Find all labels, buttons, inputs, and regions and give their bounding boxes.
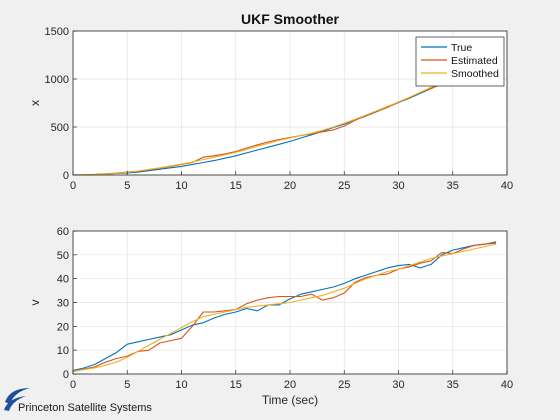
- legend-label: Estimated: [451, 55, 498, 67]
- y-tick-label: 30: [57, 298, 69, 310]
- chart-title: UKF Smoother: [241, 11, 340, 27]
- x-tick-label: 30: [392, 379, 404, 391]
- y-tick-label: 1000: [45, 74, 69, 86]
- series-group: [72, 56, 497, 176]
- x-tick-label: 40: [501, 180, 513, 192]
- x-tick-label: 0: [70, 180, 76, 192]
- x-tick-label: 10: [175, 379, 187, 391]
- swoosh-logo-icon: [4, 388, 30, 411]
- position-axes: 0 5 10 15 20 25 30 35 40 0 500 1000 1500 UKF Smoothe…: [28, 11, 513, 192]
- series-line-true: [72, 242, 497, 371]
- y-tick-label: 20: [57, 321, 69, 333]
- x-tick-label: 30: [392, 180, 404, 192]
- tick-labels: 0 5 10 15 20 25 30 35 40 0 10 20 30 40 50 60: [57, 226, 513, 391]
- series-group: [72, 241, 497, 373]
- y-tick-label: 50: [57, 250, 69, 262]
- y-axis-label: v: [28, 300, 42, 306]
- x-tick-label: 5: [124, 180, 130, 192]
- legend-label: True: [451, 42, 472, 54]
- y-tick-label: 500: [51, 122, 69, 134]
- x-tick-label: 35: [447, 379, 459, 391]
- velocity-axes: 0 5 10 15 20 25 30 35 40 0 10 20 30 40 50 60 v Time (se…: [28, 226, 513, 407]
- brand-name: Princeton Satellite Systems: [18, 402, 152, 414]
- tick-labels: 0 5 10 15 20 25 30 35 40 0 500 1000 1500: [45, 26, 514, 192]
- y-tick-label: 40: [57, 274, 69, 286]
- series-line-smoothed: [72, 56, 497, 176]
- x-tick-label: 15: [230, 180, 242, 192]
- x-tick-label: 25: [338, 379, 350, 391]
- series-line-smoothed: [72, 243, 497, 373]
- x-tick-label: 25: [338, 180, 350, 192]
- x-tick-label: 20: [284, 180, 296, 192]
- x-tick-label: 0: [70, 379, 76, 391]
- y-axis-label: x: [28, 100, 42, 106]
- y-tick-label: 60: [57, 226, 69, 238]
- series-line-estimated: [72, 241, 497, 373]
- x-axis-label: Time (sec): [262, 393, 318, 407]
- x-tick-label: 40: [501, 379, 513, 391]
- x-tick-label: 15: [230, 379, 242, 391]
- x-tick-label: 20: [284, 379, 296, 391]
- y-tick-label: 1500: [45, 26, 69, 38]
- y-tick-label: 0: [63, 369, 69, 381]
- x-tick-label: 10: [175, 180, 187, 192]
- legend-label: Smoothed: [451, 68, 499, 80]
- brand-footer: Princeton Satellite Systems: [4, 388, 152, 414]
- x-tick-label: 5: [124, 379, 130, 391]
- y-tick-label: 0: [63, 170, 69, 182]
- x-tick-label: 35: [447, 180, 459, 192]
- y-tick-label: 10: [57, 345, 69, 357]
- legend-box: [415, 36, 505, 87]
